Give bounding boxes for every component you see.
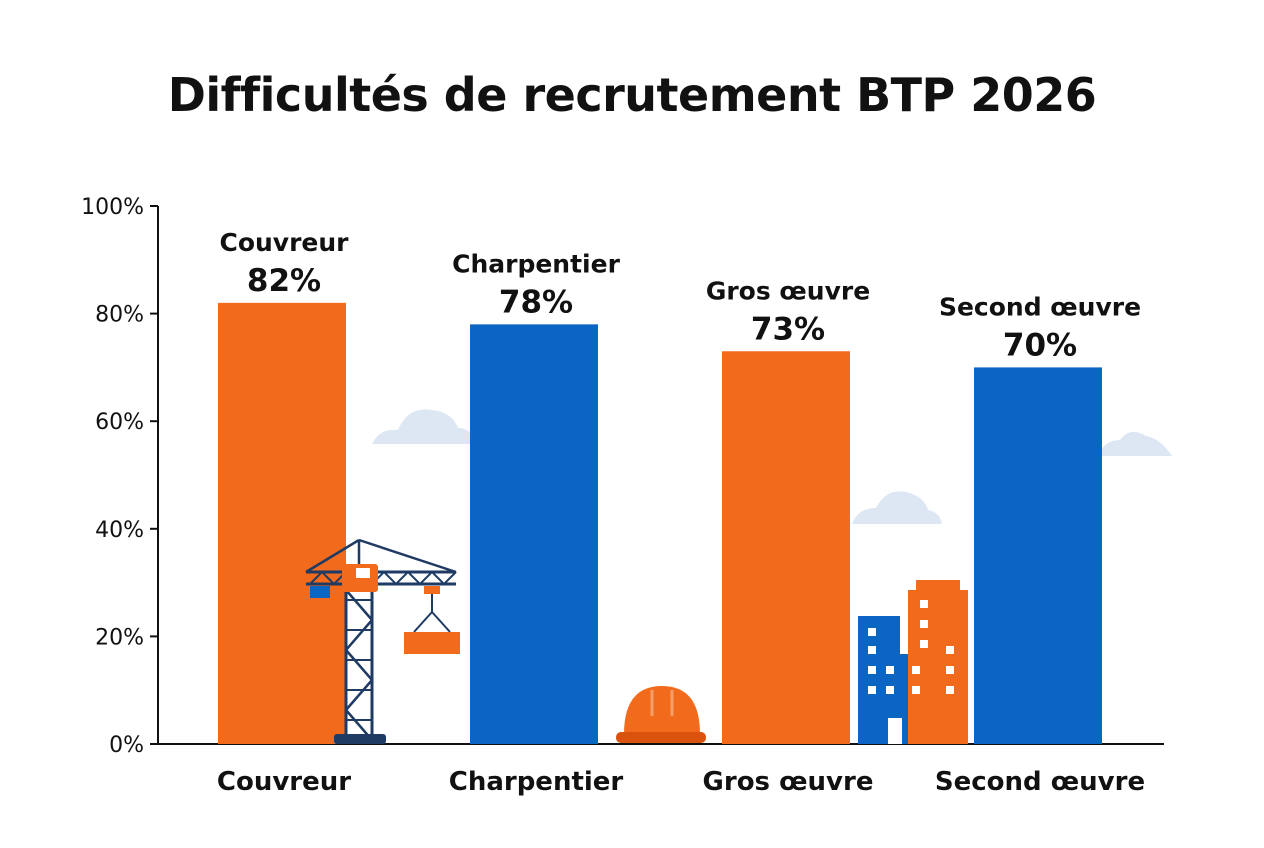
- bars: [218, 302, 1102, 744]
- bar-labels: Couvreur 82% Charpentier 78% Gros œuvre 73% Se…: [219, 228, 1141, 364]
- bar-value-label: 82%: [247, 263, 321, 299]
- bar-category-label: Charpentier: [452, 249, 620, 278]
- bar: [470, 324, 598, 744]
- bar-value-label: 78%: [499, 284, 573, 320]
- y-tick-label: 0%: [109, 733, 144, 758]
- x-tick-label: Gros œuvre: [703, 767, 874, 797]
- cloud-icon: [852, 491, 942, 524]
- y-tick-label: 20%: [95, 625, 144, 650]
- y-ticks: 0% 20% 40% 60% 80% 100%: [81, 195, 158, 758]
- x-tick-label: Charpentier: [449, 767, 624, 797]
- y-tick-label: 100%: [81, 195, 144, 220]
- bar: [722, 351, 850, 744]
- hard-hat-icon: [616, 686, 706, 743]
- y-tick-label: 80%: [95, 303, 144, 328]
- y-tick-label: 40%: [95, 518, 144, 543]
- bar-value-label: 73%: [751, 311, 825, 347]
- bar-category-label: Couvreur: [219, 228, 349, 257]
- bar-value-label: 70%: [1003, 327, 1077, 363]
- x-labels: Couvreur Charpentier Gros œuvre Second œuvr…: [217, 767, 1145, 797]
- x-tick-label: Second œuvre: [935, 767, 1145, 797]
- bar-category-label: Second œuvre: [939, 292, 1141, 321]
- y-tick-label: 60%: [95, 410, 144, 435]
- x-tick-label: Couvreur: [217, 767, 351, 797]
- bar-category-label: Gros œuvre: [706, 276, 870, 305]
- cloud-icon: [1098, 431, 1172, 456]
- tower-crane-icon: [305, 538, 460, 744]
- cloud-icon: [372, 409, 476, 444]
- bar: [218, 302, 346, 744]
- buildings-icon: [858, 580, 968, 744]
- bar: [974, 367, 1102, 744]
- chart-title: Difficultés de recrutement BTP 2026: [167, 68, 1097, 122]
